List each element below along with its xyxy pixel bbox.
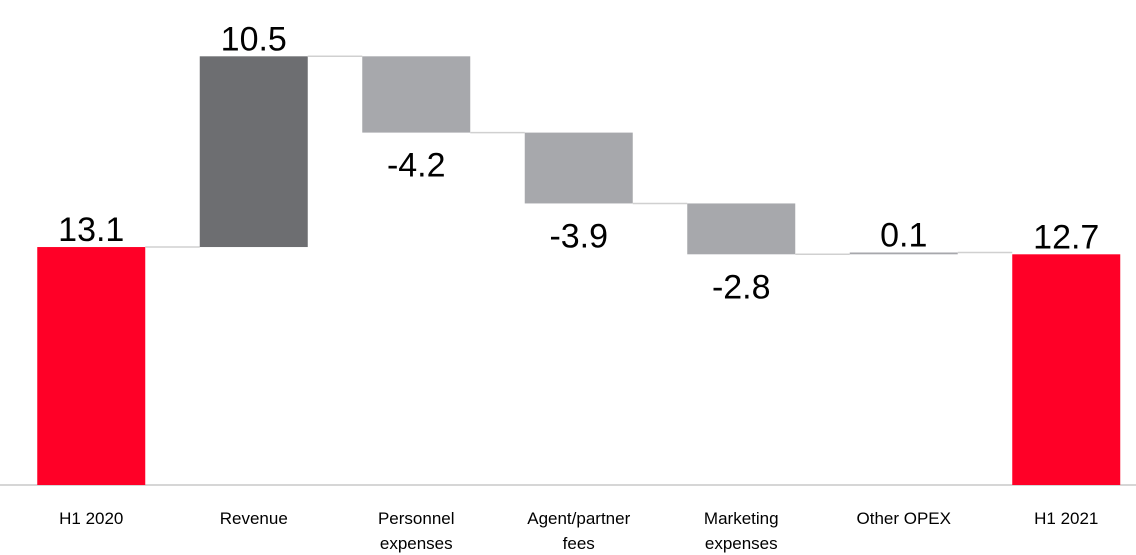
- bar: [1012, 254, 1121, 485]
- value-label: -3.9: [549, 217, 608, 255]
- bar: [37, 247, 146, 485]
- bar: [687, 203, 796, 255]
- x-tick-label: Personnel expenses: [377, 509, 455, 553]
- bar: [524, 132, 633, 204]
- value-label: 0.1: [880, 216, 927, 254]
- value-label: 13.1: [58, 211, 124, 249]
- x-tick-label: Revenue: [219, 509, 288, 528]
- value-label: 10.5: [221, 20, 287, 58]
- value-label: 12.7: [1033, 218, 1099, 256]
- x-tick-label: Marketing expenses: [703, 509, 779, 553]
- bar: [849, 252, 958, 255]
- value-label: -4.2: [387, 147, 446, 185]
- bar: [199, 56, 308, 248]
- x-tick-label: H1 2020: [59, 509, 124, 528]
- bar: [362, 56, 471, 133]
- x-tick-label: Other OPEX: [856, 509, 951, 528]
- value-label: -2.8: [712, 268, 771, 306]
- x-tick-label: H1 2021: [1034, 509, 1099, 528]
- x-tick-label: Agent/partner fees: [527, 509, 631, 553]
